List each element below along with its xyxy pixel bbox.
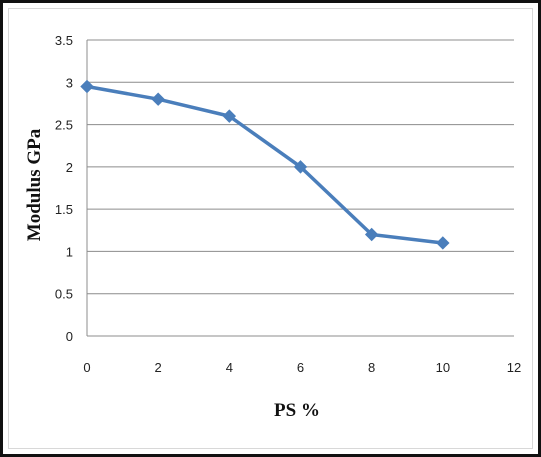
y-tick-label: 1 bbox=[66, 244, 73, 259]
y-tick-label: 2.5 bbox=[55, 118, 73, 133]
data-point-marker bbox=[436, 236, 450, 250]
axes bbox=[86, 40, 514, 337]
x-tick-label: 8 bbox=[368, 360, 375, 375]
data-point-marker bbox=[364, 227, 379, 242]
y-tick-label: 3 bbox=[66, 75, 73, 90]
x-tick-label: 4 bbox=[226, 360, 233, 375]
data-point-marker bbox=[151, 92, 165, 106]
series-group bbox=[80, 79, 450, 250]
x-tick-label: 10 bbox=[436, 360, 450, 375]
chart-area-border bbox=[8, 8, 533, 449]
y-tick-label: 1.5 bbox=[55, 202, 73, 217]
x-tick-label: 2 bbox=[155, 360, 162, 375]
x-axis-title: PS % bbox=[274, 400, 320, 421]
y-tick-label: 0.5 bbox=[55, 287, 73, 302]
y-tick-label: 3.5 bbox=[55, 33, 73, 48]
x-tick-label: 6 bbox=[297, 360, 304, 375]
x-tick-labels: 0 2 4 6 8 10 12 bbox=[83, 360, 521, 375]
x-tick-label: 0 bbox=[83, 360, 90, 375]
data-point-marker bbox=[80, 79, 94, 94]
y-tick-labels: 0 0.5 1 1.5 2 2.5 3 3.5 bbox=[55, 33, 73, 344]
data-point-marker bbox=[293, 160, 308, 174]
y-tick-label: 2 bbox=[66, 160, 73, 175]
data-point-marker bbox=[222, 109, 237, 123]
y-axis-title: Modulus GPa bbox=[24, 128, 45, 241]
series-line bbox=[85, 84, 445, 245]
gridlines bbox=[87, 39, 514, 295]
x-tick-label: 12 bbox=[507, 360, 521, 375]
y-tick-label: 0 bbox=[66, 329, 73, 344]
